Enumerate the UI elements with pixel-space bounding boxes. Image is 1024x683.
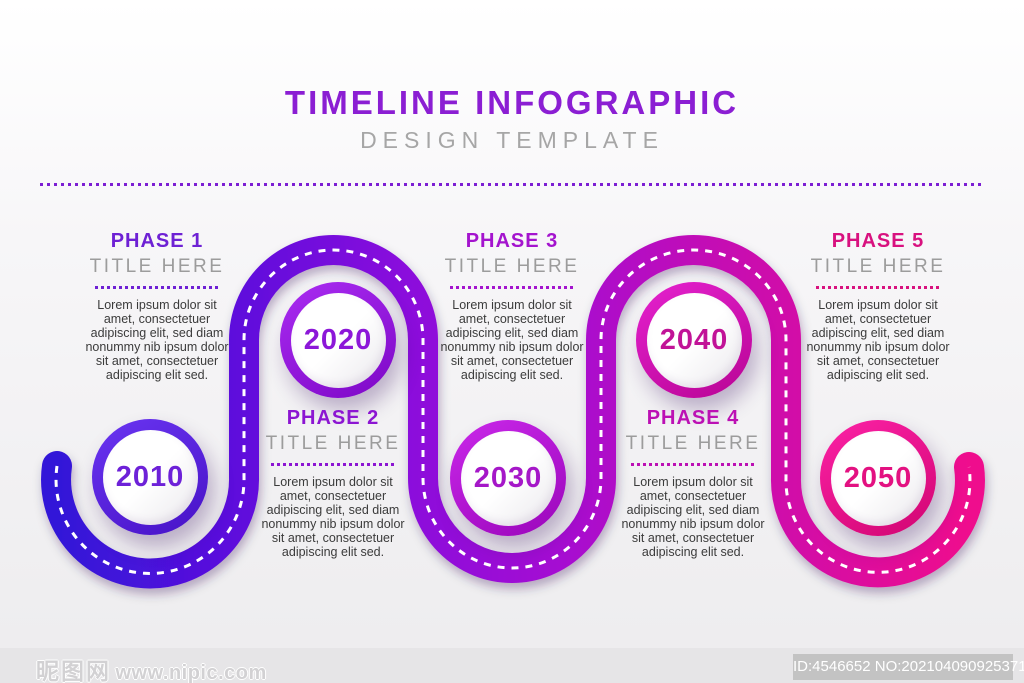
phase-dotted-divider (450, 286, 574, 289)
phase-title: TITLE HERE (625, 433, 761, 454)
milestone-year: 2040 (659, 323, 729, 356)
phase-label: PHASE 5 (831, 230, 925, 252)
milestone-year: 2020 (303, 323, 373, 356)
site-url: www.nipic.com (115, 662, 267, 683)
milestone-year: 2010 (115, 460, 185, 493)
site-name: 昵图网 (36, 658, 111, 683)
phase-block-5: PHASE 5 TITLE HERE Lorem ipsum dolor sit… (778, 230, 978, 382)
milestone-disc: 2040 (646, 292, 742, 388)
image-id-badge: ID:4546652 NO:20210409092537117103 (793, 654, 1024, 680)
watermark-bar: 昵图网 www.nipic.com ID:4546652 NO:20210409… (0, 648, 1024, 683)
milestone-year: 2050 (843, 461, 913, 494)
phase-label: PHASE 2 (286, 407, 380, 429)
milestone-disc: 2010 (102, 429, 198, 525)
phase-body-text: Lorem ipsum dolor sit amet, consectetuer… (440, 298, 584, 382)
phase-dotted-divider (95, 286, 219, 289)
site-logo: 昵图网 www.nipic.com (36, 652, 267, 683)
milestone-2030: 2030 (450, 420, 566, 536)
phase-body-text: Lorem ipsum dolor sit amet, consectetuer… (806, 298, 950, 382)
milestone-2050: 2050 (820, 420, 936, 536)
page-title: TIMELINE INFOGRAPHIC (284, 84, 740, 121)
phase-label: PHASE 4 (646, 407, 740, 429)
phase-dotted-divider (271, 463, 395, 466)
header-dotted-divider (40, 183, 984, 186)
milestone-2040: 2040 (636, 282, 752, 398)
phase-label: PHASE 3 (465, 230, 559, 252)
phase-block-2: PHASE 2 TITLE HERE Lorem ipsum dolor sit… (233, 407, 433, 559)
page-subtitle: DESIGN TEMPLATE (360, 127, 664, 153)
milestone-disc: 2050 (830, 430, 926, 526)
phase-dotted-divider (816, 286, 940, 289)
milestone-2010: 2010 (92, 419, 208, 535)
milestone-disc: 2020 (290, 292, 386, 388)
phase-title: TITLE HERE (444, 256, 580, 277)
milestone-disc: 2030 (460, 430, 556, 526)
phase-body-text: Lorem ipsum dolor sit amet, consectetuer… (621, 475, 765, 559)
phase-label: PHASE 1 (110, 230, 204, 252)
phase-body-text: Lorem ipsum dolor sit amet, consectetuer… (261, 475, 405, 559)
phase-block-1: PHASE 1 TITLE HERE Lorem ipsum dolor sit… (57, 230, 257, 382)
phase-body-text: Lorem ipsum dolor sit amet, consectetuer… (85, 298, 229, 382)
milestone-2020: 2020 (280, 282, 396, 398)
phase-title: TITLE HERE (265, 433, 401, 454)
phase-block-4: PHASE 4 TITLE HERE Lorem ipsum dolor sit… (593, 407, 793, 559)
road-dashed-centerline (54, 248, 972, 575)
milestone-year: 2030 (473, 461, 543, 494)
phase-title: TITLE HERE (810, 256, 946, 277)
phase-dotted-divider (631, 463, 755, 466)
phase-block-3: PHASE 3 TITLE HERE Lorem ipsum dolor sit… (412, 230, 612, 382)
phase-title: TITLE HERE (89, 256, 225, 277)
